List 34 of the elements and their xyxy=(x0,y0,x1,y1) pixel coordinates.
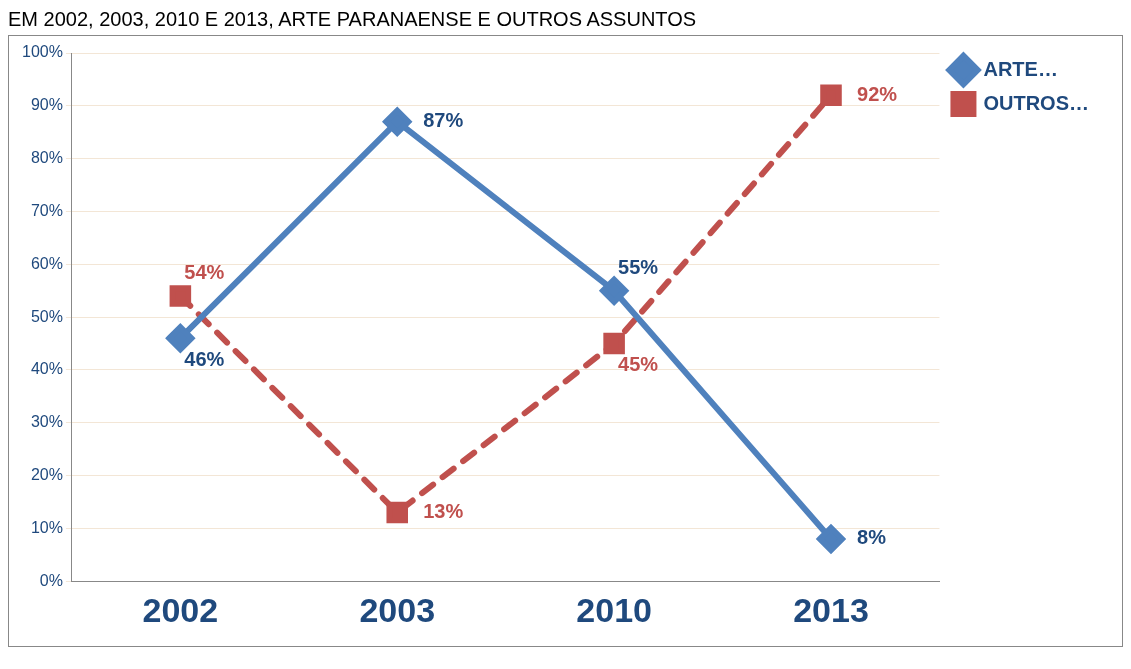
y-tick-label: 90% xyxy=(30,96,63,114)
y-tick-label: 40% xyxy=(30,360,63,378)
x-tick-label: 2010 xyxy=(576,590,652,629)
y-tick-label: 60% xyxy=(30,254,63,272)
point xyxy=(166,324,195,353)
x-tick-label: 2003 xyxy=(359,590,436,629)
data-label: 13% xyxy=(423,500,464,523)
data-label: 54% xyxy=(184,261,225,284)
x-tick-label: 2013 xyxy=(793,590,869,629)
chart-title: EM 2002, 2003, 2010 E 2013, ARTE PARANAENSE E OUTROS ASSUNTOS xyxy=(8,8,698,31)
point xyxy=(600,276,629,305)
x-tick-label: 2002 xyxy=(142,590,219,629)
y-tick-label: 10% xyxy=(30,518,63,536)
legend-label: ARTE… xyxy=(983,57,1058,80)
y-tick-label: 50% xyxy=(30,307,63,325)
data-label: 87% xyxy=(423,109,464,132)
data-label: 92% xyxy=(857,82,898,105)
data-label: 8% xyxy=(857,526,887,549)
point xyxy=(386,501,409,524)
data-label: 45% xyxy=(618,353,659,376)
y-tick-label: 30% xyxy=(30,413,63,431)
y-tick-label: 70% xyxy=(30,201,63,219)
point xyxy=(169,285,192,307)
y-tick-label: 80% xyxy=(30,149,63,167)
data-label: 46% xyxy=(184,347,225,370)
y-tick-label: 20% xyxy=(30,465,63,483)
point xyxy=(383,107,412,136)
y-tick-label: 0% xyxy=(39,571,63,589)
y-tick-label: 100% xyxy=(22,43,63,61)
point xyxy=(603,332,625,355)
data-label: 55% xyxy=(618,256,659,279)
point xyxy=(817,524,845,553)
point xyxy=(820,84,842,107)
legend-label: OUTROS… xyxy=(983,91,1090,114)
